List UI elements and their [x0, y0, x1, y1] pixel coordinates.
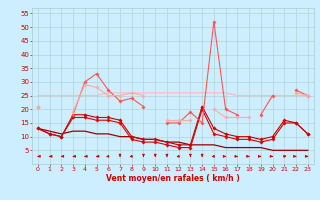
- X-axis label: Vent moyen/en rafales ( km/h ): Vent moyen/en rafales ( km/h ): [106, 174, 240, 183]
